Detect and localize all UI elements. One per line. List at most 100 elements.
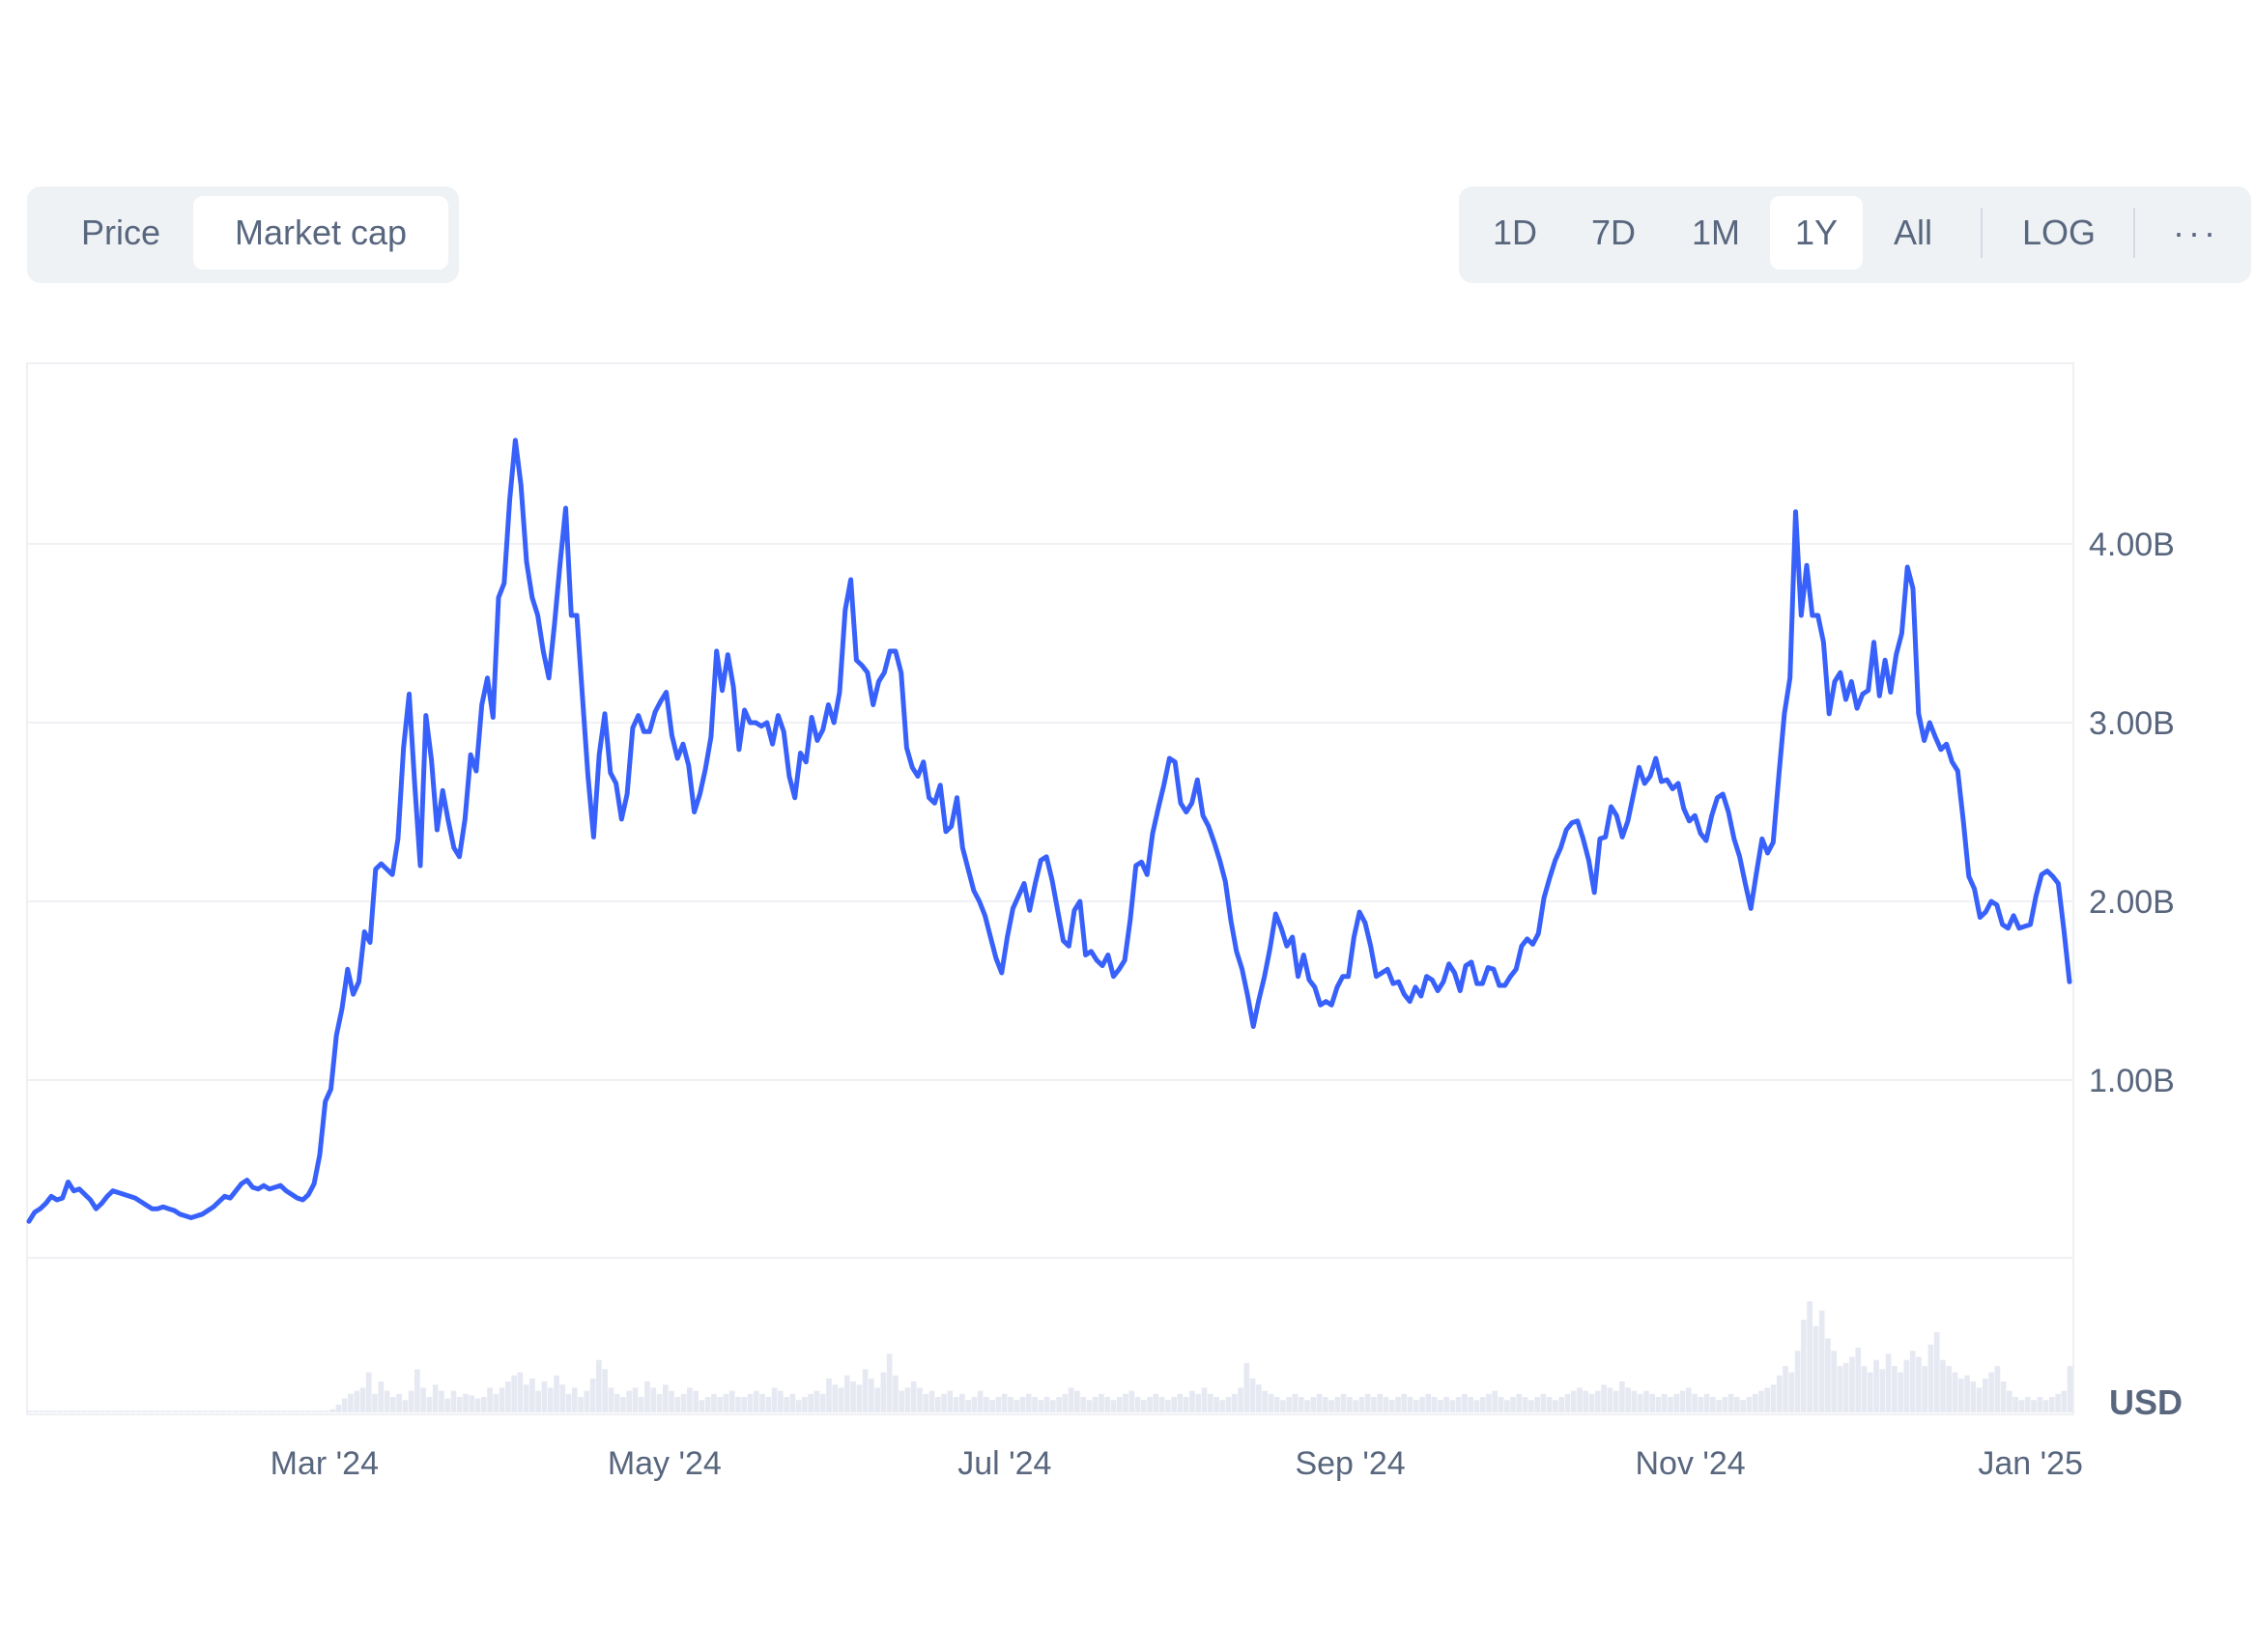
range-all-button[interactable]: All <box>1893 213 1932 252</box>
volume-bar <box>305 1410 311 1412</box>
volume-bar <box>995 1397 1002 1412</box>
range-1y-button[interactable]: 1Y <box>1770 196 1863 270</box>
more-options-button[interactable]: ··· <box>2173 213 2219 252</box>
volume-bar <box>1813 1325 1819 1412</box>
volume-bar <box>1867 1372 1873 1412</box>
x-tick-label: Mar '24 <box>271 1445 379 1482</box>
volume-bar <box>759 1393 765 1412</box>
market-cap-line <box>26 438 2072 1224</box>
volume-bar <box>1710 1397 1716 1412</box>
volume-bar <box>317 1410 324 1412</box>
volume-bar <box>1008 1397 1013 1412</box>
volume-bar <box>111 1410 118 1412</box>
range-divider <box>2133 208 2135 258</box>
volume-bar <box>2061 1390 2068 1412</box>
volume-bar <box>1099 1393 1104 1412</box>
volume-bar <box>1062 1393 1069 1412</box>
y-tick-label: 2.00B <box>2089 884 2175 921</box>
volume-bar <box>1310 1397 1317 1412</box>
volume-bar <box>644 1381 650 1412</box>
x-tick-label: Jan '25 <box>1978 1445 2083 1482</box>
volume-bar <box>850 1381 856 1412</box>
volume-bar <box>1746 1397 1753 1412</box>
volume-bar <box>142 1410 148 1412</box>
volume-bar <box>1171 1397 1177 1412</box>
volume-bar <box>100 1410 105 1412</box>
volume-bar <box>1842 1362 1849 1412</box>
volume-bar <box>789 1393 796 1412</box>
volume-bar <box>1068 1387 1074 1412</box>
volume-bar <box>735 1397 741 1412</box>
price-tab[interactable]: Price <box>80 213 161 252</box>
volume-bar <box>263 1410 270 1412</box>
volume-bar <box>244 1410 251 1412</box>
volume-bar <box>808 1393 814 1412</box>
volume-bar <box>626 1390 633 1412</box>
volume-bar <box>1546 1397 1553 1412</box>
range-1m-button[interactable]: 1M <box>1691 213 1740 252</box>
volume-bar <box>1123 1393 1128 1412</box>
volume-bar <box>1607 1387 1613 1412</box>
volume-bar <box>1788 1372 1795 1412</box>
range-7d-button[interactable]: 7D <box>1590 213 1637 252</box>
volume-bar <box>602 1369 608 1412</box>
market-cap-tab[interactable]: Market cap <box>193 196 448 270</box>
volume-bar <box>554 1375 559 1412</box>
volume-bar <box>687 1387 693 1412</box>
volume-bar <box>753 1390 759 1412</box>
volume-bar <box>1522 1397 1528 1412</box>
volume-bar <box>1207 1393 1213 1412</box>
volume-bar <box>1716 1400 1722 1412</box>
volume-bar <box>886 1353 893 1412</box>
volume-bar <box>1898 1372 1903 1412</box>
volume-bar <box>354 1390 360 1412</box>
volume-bar <box>1601 1384 1607 1412</box>
volume-bars <box>27 1301 2073 1412</box>
volume-bar <box>1957 1378 1964 1412</box>
volume-bar <box>728 1390 735 1412</box>
volume-bar <box>880 1372 887 1412</box>
volume-bar <box>1498 1397 1504 1412</box>
volume-bar <box>1371 1397 1377 1412</box>
volume-bar <box>1619 1381 1625 1412</box>
volume-bar <box>1340 1393 1347 1412</box>
volume-bar <box>1298 1397 1304 1412</box>
volume-bar <box>1685 1387 1692 1412</box>
volume-bar <box>493 1393 500 1412</box>
volume-bar <box>826 1378 832 1412</box>
volume-bar <box>1873 1359 1879 1412</box>
volume-bar <box>1831 1351 1838 1412</box>
volume-bar <box>1933 1331 1940 1412</box>
volume-bar <box>27 1410 33 1412</box>
volume-bar <box>1358 1397 1365 1412</box>
volume-bar <box>135 1410 142 1412</box>
volume-bar <box>372 1393 378 1412</box>
y-tick-label: 3.00B <box>2089 705 2175 742</box>
volume-bar <box>1679 1390 1686 1412</box>
volume-bar <box>463 1393 469 1412</box>
volume-bar <box>105 1410 112 1412</box>
volume-bar <box>75 1410 81 1412</box>
volume-bar <box>535 1390 542 1412</box>
volume-bar <box>1558 1397 1565 1412</box>
volume-bar <box>1643 1390 1649 1412</box>
volume-bar <box>571 1387 578 1412</box>
volume-bar <box>1770 1384 1777 1412</box>
range-1d-button[interactable]: 1D <box>1492 213 1538 252</box>
volume-bar <box>843 1375 850 1412</box>
volume-bar <box>1438 1400 1443 1412</box>
volume-bar <box>1734 1397 1740 1412</box>
volume-bar <box>348 1393 354 1412</box>
volume-bar <box>1655 1397 1662 1412</box>
volume-bar <box>1286 1397 1293 1412</box>
volume-bar <box>1231 1393 1238 1412</box>
log-scale-button[interactable]: LOG <box>2021 213 2097 252</box>
volume-bar <box>1673 1393 1680 1412</box>
volume-bar <box>669 1390 674 1412</box>
volume-bar <box>723 1393 729 1412</box>
volume-bar <box>51 1410 57 1412</box>
volume-bar <box>971 1397 978 1412</box>
volume-bar <box>2042 1400 2049 1412</box>
